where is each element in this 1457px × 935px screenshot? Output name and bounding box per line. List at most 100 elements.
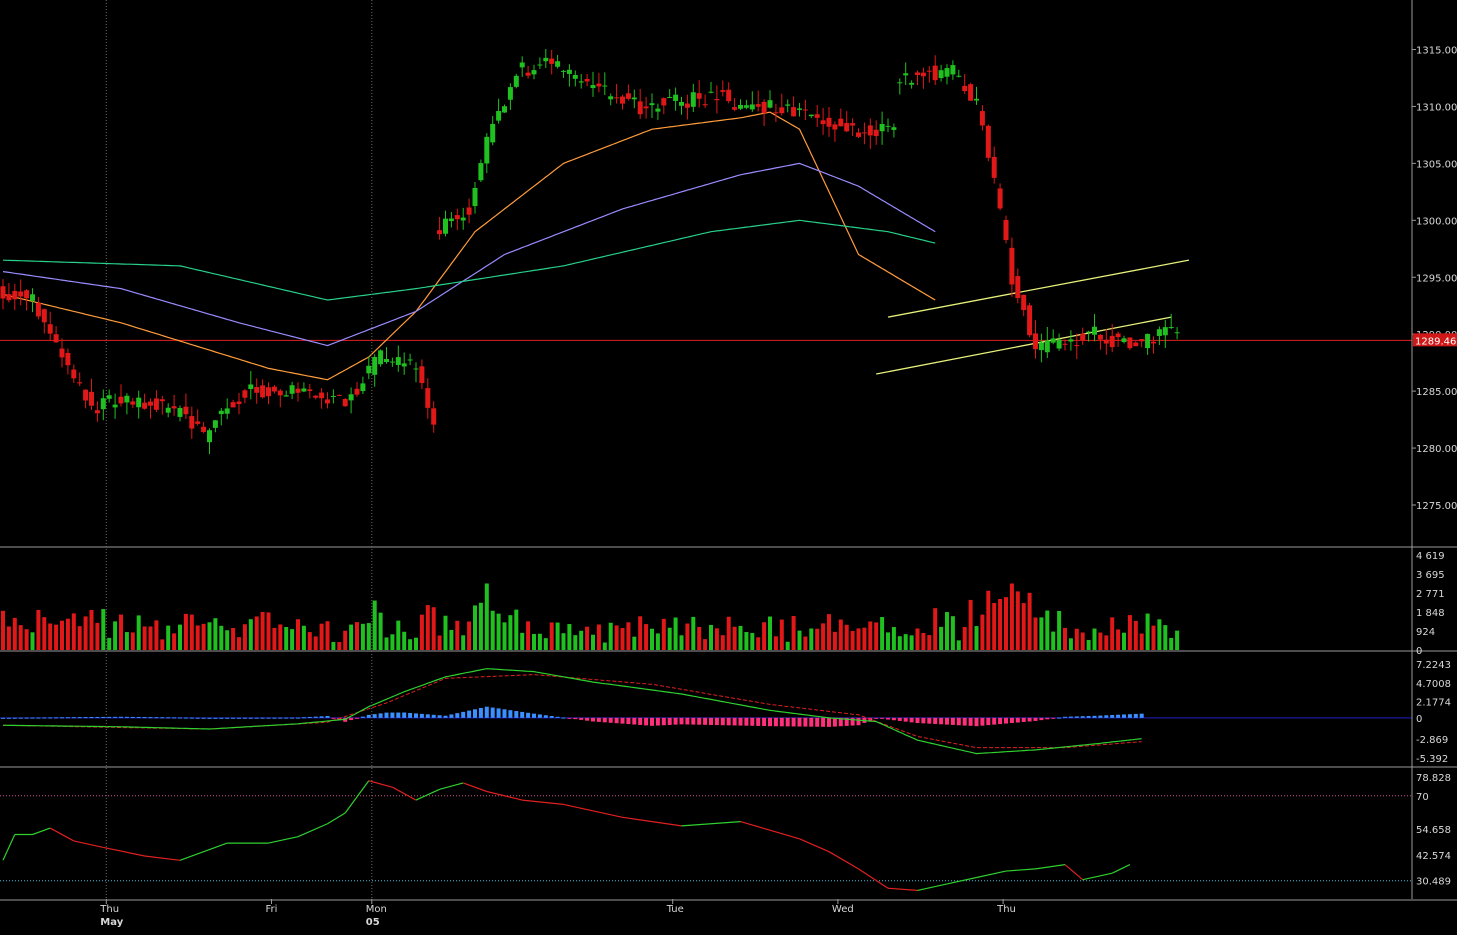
candle-body[interactable] [1027,305,1033,336]
candle-body[interactable] [555,61,561,67]
candle-body[interactable] [655,108,661,112]
candle-body[interactable] [826,117,832,127]
candle-body[interactable] [726,89,732,102]
candle-body[interactable] [832,124,838,130]
candle-body[interactable] [1015,276,1021,299]
candle-body[interactable] [266,387,271,397]
candle-body[interactable] [112,404,118,408]
candle-body[interactable] [856,132,861,137]
candle-body[interactable] [277,390,283,396]
candle-body[interactable] [808,114,814,117]
candle-body[interactable] [1003,219,1009,240]
candle-body[interactable] [248,384,254,390]
candle-body[interactable] [1062,343,1068,345]
candle-body[interactable] [519,62,525,68]
candle-body[interactable] [130,401,136,405]
candle-body[interactable] [1033,333,1038,350]
candle-body[interactable] [844,122,850,132]
candle-body[interactable] [867,125,873,136]
candle-body[interactable] [1115,333,1121,338]
candle-body[interactable] [148,401,153,406]
candle-body[interactable] [59,348,65,358]
candle-body[interactable] [1092,326,1097,335]
candle-body[interactable] [425,388,431,408]
candle-body[interactable] [171,406,177,409]
candle-body[interactable] [661,98,667,106]
candle-body[interactable] [41,309,47,323]
candle-body[interactable] [478,163,484,181]
candle-body[interactable] [950,65,956,75]
candle-body[interactable] [543,57,549,62]
candle-body[interactable] [330,395,336,397]
candle-body[interactable] [785,104,791,106]
candle-body[interactable] [1174,332,1180,334]
candle-body[interactable] [183,406,189,415]
candle-body[interactable] [997,188,1003,209]
candle-body[interactable] [637,101,643,115]
candle-body[interactable] [142,402,148,409]
candle-body[interactable] [714,99,720,101]
candle-body[interactable] [673,94,679,101]
candle-body[interactable] [738,104,743,109]
candle-body[interactable] [242,390,248,398]
candle-body[interactable] [271,386,277,392]
candle-body[interactable] [608,96,614,100]
candle-body[interactable] [6,294,12,301]
candle-body[interactable] [690,92,696,107]
candle-body[interactable] [437,230,443,235]
candle-body[interactable] [89,391,94,406]
candle-body[interactable] [1109,335,1115,348]
candle-body[interactable] [814,114,820,118]
trend-channel-line[interactable] [887,259,1190,318]
candle-body[interactable] [389,361,395,363]
candle-body[interactable] [596,83,602,87]
candle-body[interactable] [395,357,401,365]
price-panel[interactable] [0,49,1412,455]
candle-body[interactable] [136,397,142,408]
candle-body[interactable] [602,85,608,87]
candle-body[interactable] [891,127,897,130]
candle-body[interactable] [484,136,490,164]
candle-body[interactable] [507,87,513,100]
candle-body[interactable] [926,70,932,72]
candle-body[interactable] [454,215,460,220]
candle-body[interactable] [1009,247,1015,285]
candle-body[interactable] [319,392,325,399]
candle-body[interactable] [472,187,478,207]
candle-body[interactable] [1103,339,1109,344]
candle-body[interactable] [496,111,502,121]
candle-body[interactable] [897,82,903,84]
volume-panel[interactable] [1,583,1180,650]
candle-body[interactable] [71,369,77,379]
candle-body[interactable] [684,103,690,108]
candle-body[interactable] [466,207,472,215]
candle-body[interactable] [224,408,230,414]
candle-body[interactable] [0,286,6,299]
candle-body[interactable] [985,125,991,158]
candle-body[interactable] [549,58,555,64]
candle-body[interactable] [525,72,531,76]
candle-body[interactable] [879,123,885,132]
candle-body[interactable] [419,366,425,384]
candle-body[interactable] [531,70,537,75]
candle-body[interactable] [820,120,826,125]
candle-body[interactable] [12,290,18,300]
candle-body[interactable] [779,107,785,114]
candle-body[interactable] [561,70,566,72]
candle-body[interactable] [47,324,53,334]
candle-body[interactable] [649,103,655,106]
candle-body[interactable] [850,123,856,126]
rsi-panel[interactable] [0,780,1412,891]
candle-body[interactable] [313,395,319,398]
candle-body[interactable] [325,399,330,404]
candle-body[interactable] [696,93,702,99]
candle-body[interactable] [643,106,649,109]
candle-body[interactable] [991,156,997,178]
candle-body[interactable] [1156,329,1162,336]
candle-body[interactable] [956,75,962,77]
candle-body[interactable] [301,388,307,392]
candle-body[interactable] [944,68,950,77]
candle-body[interactable] [979,111,985,126]
candle-body[interactable] [443,218,448,234]
candle-body[interactable] [307,389,313,391]
